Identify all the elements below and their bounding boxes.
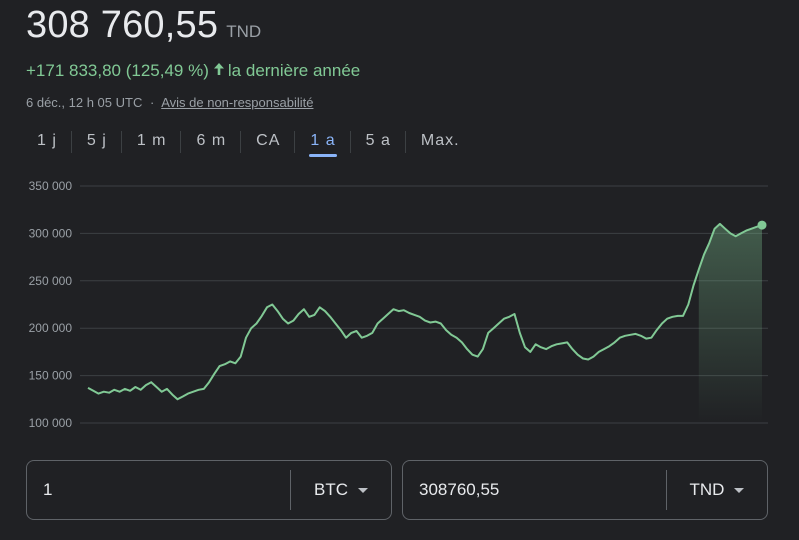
y-tick-label: 200 000	[29, 321, 73, 335]
timestamp: 6 déc., 12 h 05 UTC	[26, 95, 143, 110]
arrow-up-icon	[213, 61, 225, 81]
tnd-amount-input[interactable]: 308760,55	[419, 480, 500, 499]
tab-5-days[interactable]: 5 j	[72, 126, 122, 158]
tab-6-months[interactable]: 6 m	[181, 126, 241, 158]
tab-1-day[interactable]: 1 j	[22, 126, 72, 158]
tab-label: Max.	[420, 132, 460, 149]
y-tick-label: 100 000	[29, 416, 73, 430]
change-value: +171 833,80 (125,49 %)	[26, 61, 209, 80]
to-currency-label: TND	[689, 480, 725, 499]
price-line	[87, 222, 763, 401]
chevron-down-icon	[734, 487, 745, 493]
price-currency: TND	[226, 22, 262, 41]
price-change: +171 833,80 (125,49 %) la dernière année	[26, 61, 360, 81]
y-tick-label: 300 000	[29, 226, 73, 240]
price-area-fill	[698, 223, 762, 423]
change-period: la dernière année	[227, 61, 361, 80]
tab-label: 5 a	[365, 132, 391, 149]
y-tick-label: 250 000	[29, 274, 73, 288]
from-currency-label: BTC	[314, 480, 348, 499]
y-tick-label: 350 000	[29, 179, 73, 193]
meta-row: 6 déc., 12 h 05 UTC · Avis de non-respon…	[26, 95, 313, 110]
tab-label: 1 j	[37, 132, 57, 149]
tab-max[interactable]: Max.	[406, 126, 475, 158]
tab-label: 1 m	[136, 132, 167, 149]
price-chart[interactable]: 350 000 300 000 250 000 200 000 150 000 100 0…	[0, 170, 799, 440]
price-header: 308 760,55 TND	[26, 4, 261, 47]
range-tabs: 1 j 5 j 1 m 6 m CA 1 a 5 a Max.	[22, 126, 475, 158]
tab-label: 1 a	[310, 132, 336, 149]
tab-5-years[interactable]: 5 a	[351, 126, 407, 158]
converter-divider	[666, 470, 667, 510]
active-tab-indicator	[309, 154, 337, 157]
to-currency-select[interactable]: TND	[667, 480, 767, 500]
current-price-dot	[757, 220, 767, 230]
tab-label: 5 j	[86, 132, 107, 149]
tab-label: CA	[256, 132, 281, 149]
chevron-down-icon	[358, 487, 368, 493]
btc-amount-input[interactable]: 1	[43, 480, 53, 499]
disclaimer-link[interactable]: Avis de non-responsabilité	[161, 95, 314, 110]
tab-label: 6 m	[196, 132, 227, 149]
from-currency-select[interactable]: BTC	[291, 480, 391, 500]
meta-separator: ·	[149, 95, 155, 110]
tab-1-year[interactable]: 1 a	[295, 126, 351, 158]
converter-to: 308760,55 TND	[402, 460, 768, 520]
tab-1-month[interactable]: 1 m	[122, 126, 182, 158]
converter-divider	[290, 470, 291, 510]
y-tick-label: 150 000	[29, 369, 73, 383]
current-price: 308 760,55	[26, 4, 219, 46]
converter-from: 1 BTC	[26, 460, 392, 520]
tab-ytd[interactable]: CA	[241, 126, 296, 158]
